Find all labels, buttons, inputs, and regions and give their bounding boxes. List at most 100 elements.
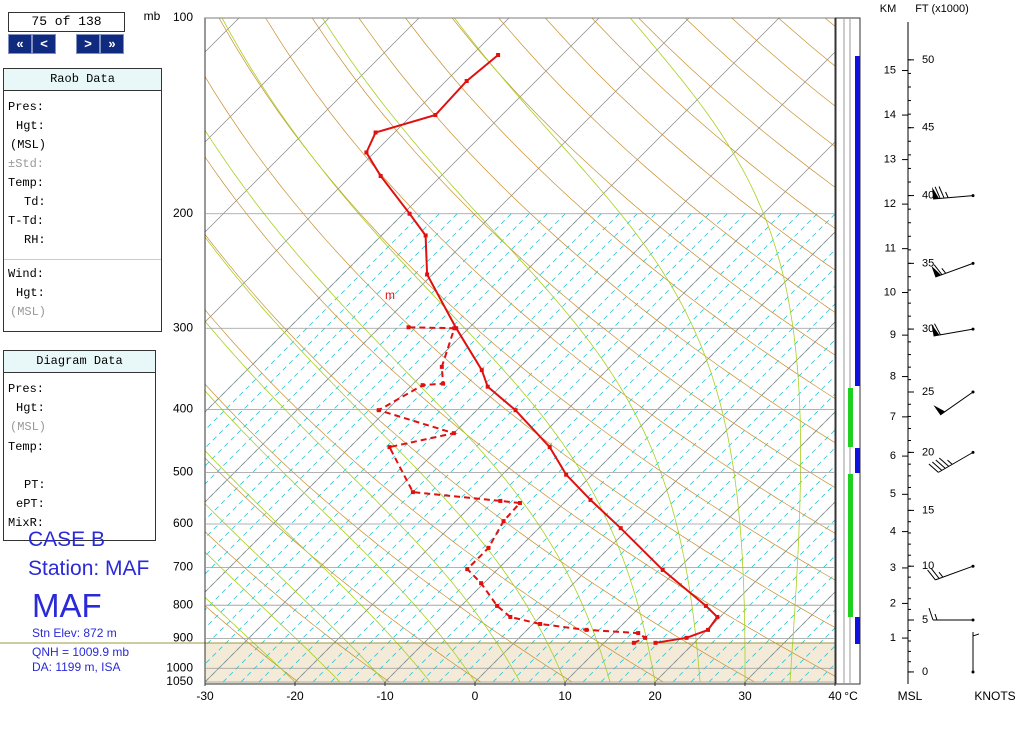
- qnh: QNH = 1009.9 mb: [32, 645, 130, 659]
- isotherm: [474, 321, 835, 683]
- sounding-point: [376, 408, 381, 413]
- field-label: ePT:: [16, 497, 45, 511]
- sounding-point: [425, 272, 430, 277]
- sounding-point: [703, 603, 708, 608]
- isotherm-minor: [205, 213, 566, 575]
- isotherm: [205, 18, 510, 323]
- sounding-point: [441, 381, 446, 386]
- isotherm-minor: [366, 213, 835, 683]
- separator: [4, 259, 161, 260]
- sounding-point: [715, 614, 720, 619]
- sounding-point: [387, 445, 392, 450]
- isotherm-minor: [690, 537, 835, 683]
- isotherm-minor: [618, 465, 835, 683]
- km-tick-label: 15: [884, 64, 896, 76]
- sounding-point: [423, 233, 428, 238]
- sounding-point: [684, 635, 689, 640]
- y-tick-label: 900: [173, 631, 193, 645]
- isotherm-minor: [240, 213, 710, 683]
- km-tick-label: 5: [890, 488, 896, 500]
- isotherm-minor: [205, 213, 656, 665]
- km-tick-label: 1: [890, 632, 896, 644]
- y-tick-label: 200: [173, 206, 193, 220]
- x-tick-label: -20: [286, 689, 304, 703]
- isotherm-minor: [456, 303, 835, 683]
- layer-bar: [848, 474, 853, 617]
- isotherm: [205, 51, 835, 683]
- field-label: MixR:: [8, 516, 45, 530]
- panel-title: Raob Data: [4, 69, 161, 91]
- isotherm-minor: [205, 213, 458, 467]
- isotherm: [205, 18, 780, 593]
- sounding-point: [407, 211, 412, 216]
- moist-adiabat: [205, 390, 476, 683]
- dry-adiabat: [205, 75, 835, 628]
- next-button[interactable]: >: [76, 34, 100, 54]
- moist-adiabat: [205, 551, 341, 683]
- isotherm-minor: [205, 213, 602, 611]
- moist-adiabat: [454, 18, 746, 682]
- sounding-point: [410, 490, 415, 495]
- y-tick-label: 800: [173, 597, 193, 611]
- isotherm-minor: [636, 483, 835, 683]
- barb-staff: [938, 451, 974, 473]
- wind-barb: [927, 564, 975, 581]
- sounding-point: [538, 621, 543, 626]
- station-id: MAF: [32, 587, 102, 624]
- wind-barb: [928, 450, 975, 473]
- moist-adiabat: [629, 18, 801, 683]
- first-button[interactable]: «: [8, 34, 32, 54]
- dry-adiabat: [205, 156, 835, 677]
- y-tick-label: 1000: [166, 660, 193, 674]
- sounding-point: [373, 130, 378, 135]
- isotherm-minor: [726, 573, 835, 683]
- km-tick-label: 12: [884, 198, 896, 210]
- isotherm-minor: [528, 375, 835, 683]
- km-tick-label: 14: [884, 109, 896, 121]
- sounding-point: [653, 640, 658, 645]
- isotherm-minor: [276, 213, 746, 683]
- dry-adiabat: [778, 18, 835, 67]
- isotherm-minor: [222, 213, 692, 683]
- barb-base: [971, 327, 975, 331]
- sounding-point: [588, 497, 593, 502]
- sounding-point: [513, 408, 518, 413]
- isotherm-minor: [330, 213, 800, 683]
- sounding-point: [564, 472, 569, 477]
- isotherm: [834, 681, 835, 682]
- sounding-point: [452, 326, 457, 331]
- isotherm-minor: [582, 429, 835, 683]
- dry-adiabat: [265, 18, 835, 534]
- knots-label: KNOTS: [974, 689, 1015, 703]
- x-tick-label: -10: [376, 689, 394, 703]
- barb-full: [927, 569, 936, 581]
- km-tick-label: 13: [884, 153, 896, 165]
- ft-tick-label: 50: [922, 54, 934, 66]
- moist-adiabat: [205, 450, 431, 683]
- field-label: Pres:: [8, 100, 45, 114]
- prev-button[interactable]: <: [32, 34, 56, 54]
- isotherm-minor: [762, 609, 835, 683]
- field-label: PT:: [24, 478, 46, 492]
- last-button[interactable]: »: [100, 34, 124, 54]
- dry-adiabat: [358, 18, 835, 444]
- isotherm: [205, 18, 420, 233]
- field-label: Hgt:: [16, 286, 45, 300]
- layer-bar: [855, 617, 860, 644]
- ft-tick-label: 30: [922, 323, 934, 335]
- dry-adiabat: [205, 233, 755, 683]
- layer-bar: [855, 56, 860, 386]
- dry-adiabat: [205, 383, 573, 683]
- barb-staff: [935, 565, 974, 581]
- sounding-point: [618, 526, 623, 531]
- barb-full: [938, 457, 950, 467]
- moist-adiabat: [205, 503, 386, 683]
- barb-full: [928, 607, 934, 621]
- moist-adiabat: [221, 18, 656, 683]
- km-tick-label: 11: [885, 243, 896, 255]
- barb-flag: [933, 405, 946, 415]
- dry-adiabat: [205, 679, 208, 683]
- isotherm-minor: [205, 213, 620, 629]
- dry-adiabat: [918, 18, 1024, 682]
- sounding-point: [406, 325, 411, 330]
